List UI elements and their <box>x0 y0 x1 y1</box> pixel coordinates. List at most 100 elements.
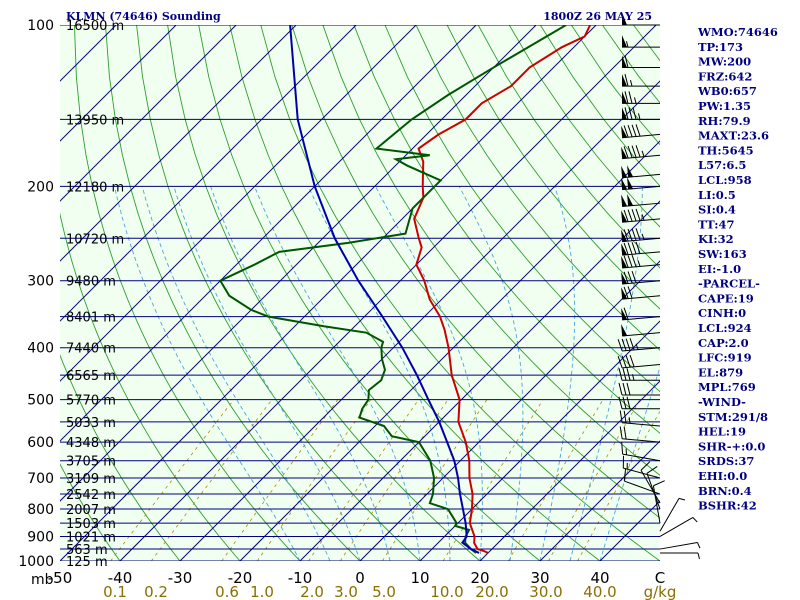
index-line: PW:1.35 <box>698 99 751 113</box>
isotherm <box>60 25 237 202</box>
barb-flag <box>623 146 629 159</box>
mixing-ratio-tick-label: 3.0 <box>334 583 358 600</box>
dry-adiabat <box>384 25 660 393</box>
barb-half-flag <box>637 260 641 267</box>
index-line: EI:-1.0 <box>698 262 741 276</box>
wind-barb <box>622 455 661 479</box>
wind-barb <box>621 194 661 207</box>
barb-half-flag <box>697 552 700 560</box>
wind-barb <box>621 270 661 285</box>
dry-adiabat <box>322 25 660 476</box>
index-line: L57:6.5 <box>698 158 746 172</box>
barb-staff <box>622 133 661 139</box>
dry-adiabat <box>60 212 241 561</box>
barb-half-flag <box>696 542 701 549</box>
mixing-ratio-tick-label: 0.2 <box>144 583 168 600</box>
isotherm <box>60 25 297 262</box>
wind-barb <box>640 461 661 504</box>
barb-flag <box>635 124 641 137</box>
index-line: LCL:958 <box>698 173 752 187</box>
isotherm <box>419 320 660 561</box>
barb-pennant <box>627 194 634 206</box>
barb-staff <box>622 185 661 191</box>
dry-adiabat <box>446 25 660 310</box>
mixing-ratio-line <box>221 399 339 561</box>
index-line: SW:163 <box>698 247 747 261</box>
index-line: KI:32 <box>698 232 734 246</box>
wind-barb <box>622 91 660 104</box>
wind-barb <box>622 73 660 87</box>
height-label: 10720 m <box>66 232 124 247</box>
barb-half-flag <box>634 97 637 104</box>
isotherm <box>60 25 477 442</box>
barb-flag <box>621 338 627 351</box>
barb-flag <box>629 354 635 367</box>
barb-pennant <box>621 125 628 138</box>
dry-adiabat <box>60 560 61 561</box>
wind-barb <box>621 145 661 160</box>
index-line: LCL:924 <box>698 321 752 335</box>
barb-pennant <box>627 165 634 178</box>
barb-flag <box>624 107 629 120</box>
barb-half-flag <box>641 214 645 221</box>
index-line: RH:79.9 <box>698 114 751 128</box>
barb-flag <box>646 466 658 474</box>
barb-pennant <box>622 13 627 25</box>
barb-flag <box>623 242 629 255</box>
height-label: 12180 m <box>66 180 124 195</box>
barb-pennant <box>621 243 628 256</box>
index-line: LI:0.5 <box>698 188 736 202</box>
mixing-ratio-tick-label: 1.0 <box>250 583 274 600</box>
barb-flag <box>623 307 629 320</box>
barb-pennant <box>622 35 627 48</box>
isotherm <box>479 380 660 561</box>
barb-flag <box>626 368 631 381</box>
index-line: CAPE:19 <box>698 291 754 305</box>
pressure-tick-label: 600 <box>27 435 54 451</box>
index-line: TP:173 <box>698 40 743 54</box>
dry-adiabat <box>60 354 181 561</box>
barb-pennant <box>621 256 628 268</box>
index-line: TH:5645 <box>698 143 754 157</box>
barb-pennant <box>622 74 627 87</box>
wind-barb <box>618 396 660 410</box>
pressure-tick-label: 1000 <box>18 554 54 570</box>
barb-half-flag <box>630 79 633 87</box>
barb-pennant <box>621 324 628 336</box>
barb-half-flag <box>626 41 629 48</box>
barb-half-flag <box>628 417 631 424</box>
isotherm <box>0 25 56 572</box>
index-line: BSHR:42 <box>698 499 757 513</box>
barb-flag <box>631 145 637 158</box>
wind-barb <box>622 107 660 120</box>
barb-flag <box>627 124 633 138</box>
wind-barb <box>621 165 661 179</box>
barb-pennant <box>621 307 628 320</box>
wind-barb <box>646 466 661 510</box>
index-line: SHR-+:0.0 <box>698 439 765 453</box>
index-line: EHI:0.0 <box>698 469 747 483</box>
moist-adiabat <box>173 186 361 561</box>
isotherm <box>60 25 597 561</box>
wind-barb <box>621 254 661 269</box>
height-label: 125 m <box>66 555 108 570</box>
dry-adiabat <box>477 25 660 269</box>
index-line: TT:47 <box>698 217 735 231</box>
barb-flag <box>619 410 623 423</box>
plot-background <box>60 25 660 561</box>
wind-barb <box>659 497 686 532</box>
dewpoint-trace <box>218 25 567 554</box>
wind-barb <box>622 35 660 48</box>
barb-staff <box>622 173 661 179</box>
isotherm <box>539 440 660 561</box>
barb-flag <box>631 209 637 222</box>
height-label: 563 m <box>66 543 108 558</box>
wind-barb <box>621 208 661 223</box>
barb-staff <box>622 453 661 462</box>
temperature-tick-label: -20 <box>228 569 253 587</box>
barb-flag <box>627 255 633 268</box>
mixing-ratio-tick-label: 10.0 <box>430 583 463 600</box>
mixing-ratio-tick-label: 0.1 <box>103 583 127 600</box>
chart-title: KLMN (74646) Sounding <box>66 10 221 23</box>
